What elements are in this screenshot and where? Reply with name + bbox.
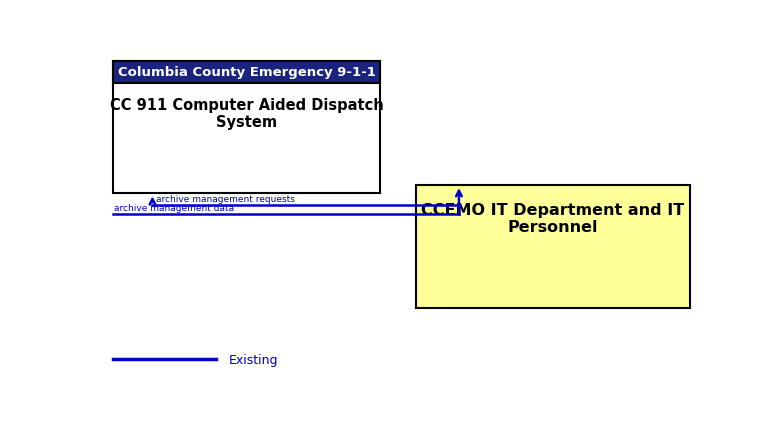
Text: CCEMO IT Department and IT
Personnel: CCEMO IT Department and IT Personnel [421,202,684,235]
Bar [113,61,380,194]
Bar [113,61,380,84]
Text: Existing: Existing [229,353,278,366]
Text: archive management requests: archive management requests [156,194,294,203]
Text: Columbia County Emergency 9-1-1: Columbia County Emergency 9-1-1 [117,66,376,79]
Text: archive management data: archive management data [114,203,234,212]
Text: CC 911 Computer Aided Dispatch
System: CC 911 Computer Aided Dispatch System [110,97,384,129]
Bar [417,186,690,308]
